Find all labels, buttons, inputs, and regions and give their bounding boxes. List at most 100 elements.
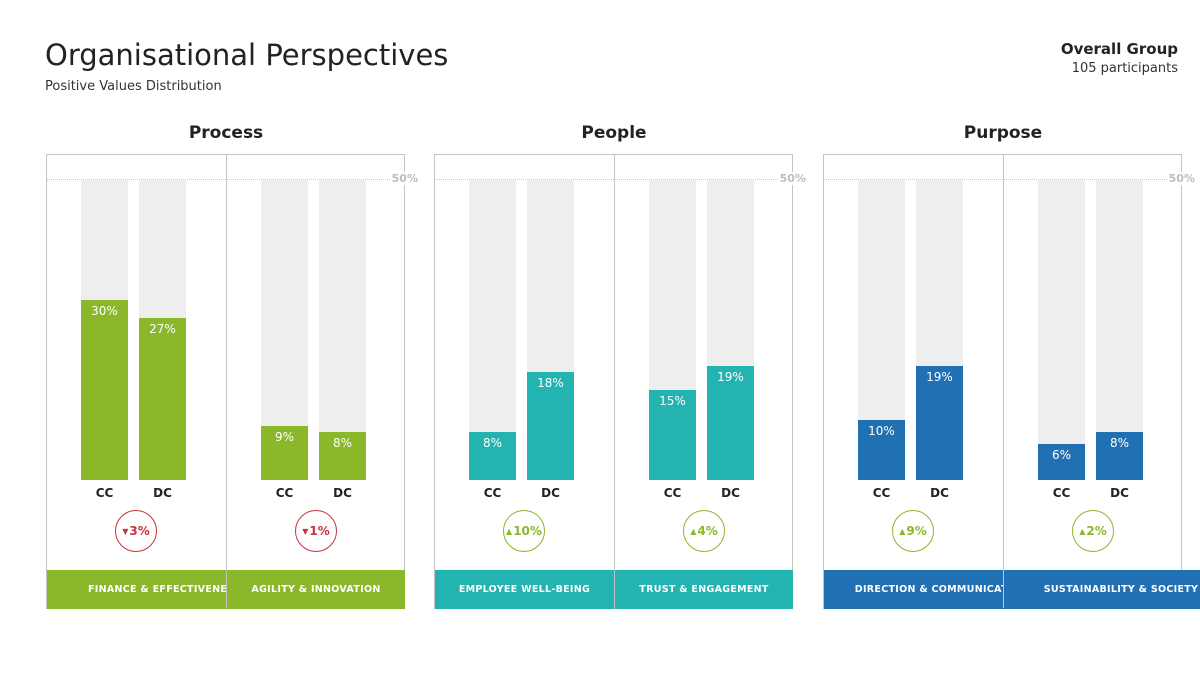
- bar-track: 27%: [139, 180, 186, 480]
- x-tick-label-cc: CC: [483, 486, 502, 500]
- bar-track: 19%: [707, 180, 754, 480]
- x-tick-label-cc: CC: [1052, 486, 1071, 500]
- category-chart: 50% 6% CC 8% DC ▲ 2% SUSTAINABILITY & SOCIETY: [1003, 155, 1200, 609]
- triangle-up-icon: ▲: [506, 526, 513, 536]
- category-name: DIRECTION & COMMUNICATION: [854, 583, 1029, 595]
- bar-dc: 19%: [707, 366, 754, 480]
- triangle-down-icon: ▼: [122, 526, 129, 536]
- x-tick-label-cc: CC: [275, 486, 294, 500]
- category-chart: 10% CC 19% DC ▲ 9% DIRECTION & COMMUNICATION: [824, 155, 1059, 609]
- bar-value-label: 8%: [482, 436, 503, 450]
- reference-line-50: [615, 179, 794, 180]
- category-chart: 50% 9% CC 8% DC ▼ 1% AGILITY & INNOVATION: [226, 155, 420, 609]
- chart-group-purpose: Purpose 10% CC 19% DC ▲ 9% DIRECTION & COMMUNIC…: [823, 120, 1200, 610]
- triangle-down-icon: ▼: [302, 526, 309, 536]
- category-label: EMPLOYEE WELL-BEING: [435, 570, 614, 609]
- x-tick-label-dc: DC: [1110, 486, 1129, 500]
- bar-track: 18%: [527, 180, 574, 480]
- category-name: SUSTAINABILITY & SOCIETY: [1043, 583, 1199, 595]
- change-badge: ▼ 3%: [115, 510, 157, 552]
- change-value: 2%: [1086, 524, 1107, 538]
- group-name: Overall Group: [1060, 40, 1178, 58]
- x-tick-label-dc: DC: [333, 486, 352, 500]
- page-title: Organisational Perspectives: [45, 38, 449, 72]
- x-tick-label-cc: CC: [663, 486, 682, 500]
- participants-count: 105 participants: [1071, 61, 1178, 76]
- bar-cc: 30%: [81, 300, 128, 480]
- bar-dc: 19%: [916, 366, 963, 480]
- bar-cc: 8%: [469, 432, 516, 480]
- category-label: TRUST & ENGAGEMENT: [615, 570, 793, 609]
- category-chart: 50% 15% CC 19% DC ▲ 4% TRUST & ENGAGEMENT: [614, 155, 808, 609]
- bar-value-label: 19%: [717, 370, 744, 384]
- group-title: Purpose: [963, 123, 1043, 143]
- reference-line-label: 50%: [1166, 172, 1197, 185]
- bar-dc: 18%: [527, 372, 574, 480]
- bar-track: 8%: [1096, 180, 1143, 480]
- x-tick-label-dc: DC: [930, 486, 949, 500]
- reference-line-label: 50%: [777, 172, 808, 185]
- category-name: TRUST & ENGAGEMENT: [639, 583, 769, 595]
- change-badge: ▼ 1%: [295, 510, 337, 552]
- chart-panel: 8% CC 18% DC ▲ 10% EMPLOYEE WELL-BEING 50% 15% CC…: [434, 154, 808, 609]
- group-title: Process: [188, 123, 264, 143]
- bar-value-label: 18%: [537, 376, 564, 390]
- bar-dc: 8%: [1096, 432, 1143, 480]
- bar-value-label: 8%: [1109, 436, 1130, 450]
- change-badge: ▲ 2%: [1072, 510, 1114, 552]
- bar-cc: 9%: [261, 426, 308, 480]
- change-value: 1%: [309, 524, 330, 538]
- triangle-up-icon: ▲: [1079, 526, 1086, 536]
- bar-track: 9%: [261, 180, 308, 480]
- x-tick-label-dc: DC: [721, 486, 740, 500]
- reference-line-label: 50%: [389, 172, 420, 185]
- bar-value-label: 19%: [926, 370, 953, 384]
- triangle-up-icon: ▲: [690, 526, 697, 536]
- bar-value-label: 27%: [149, 322, 176, 336]
- bar-dc: 8%: [319, 432, 366, 480]
- bar-value-label: 9%: [274, 430, 295, 444]
- bar-value-label: 10%: [868, 424, 895, 438]
- group-title: People: [581, 123, 647, 143]
- bar-cc: 6%: [1038, 444, 1085, 480]
- change-value: 4%: [697, 524, 718, 538]
- x-tick-label-dc: DC: [153, 486, 172, 500]
- bar-value-label: 8%: [332, 436, 353, 450]
- x-tick-label-dc: DC: [541, 486, 560, 500]
- change-value: 9%: [906, 524, 927, 538]
- page-subtitle: Positive Values Distribution: [45, 79, 222, 94]
- chart-panel: 10% CC 19% DC ▲ 9% DIRECTION & COMMUNICATION 50…: [823, 154, 1200, 609]
- category-label: SUSTAINABILITY & SOCIETY: [1004, 570, 1200, 609]
- category-name: AGILITY & INNOVATION: [251, 583, 381, 595]
- category-name: EMPLOYEE WELL-BEING: [458, 583, 591, 595]
- reference-line-50: [227, 179, 406, 180]
- bar-track: 8%: [469, 180, 516, 480]
- change-value: 10%: [513, 524, 542, 538]
- bar-track: 8%: [319, 180, 366, 480]
- category-name: FINANCE & EFFECTIVENESS: [87, 583, 242, 595]
- bar-track: 30%: [81, 180, 128, 480]
- chart-group-people: People 8% CC 18% DC ▲ 10% EMPLOYEE WELL-BEING 50…: [434, 120, 808, 610]
- reference-line-50: [1004, 179, 1183, 180]
- bar-track: 10%: [858, 180, 905, 480]
- chart-group-process: Process 30% CC 27% DC ▼ 3% FINANCE & EFFECTIVEN…: [46, 120, 420, 610]
- change-badge: ▲ 9%: [892, 510, 934, 552]
- category-label: AGILITY & INNOVATION: [227, 570, 405, 609]
- bar-cc: 10%: [858, 420, 905, 480]
- bar-track: 15%: [649, 180, 696, 480]
- reference-line-50: [824, 179, 1003, 180]
- x-tick-label-cc: CC: [872, 486, 891, 500]
- reference-line-50: [47, 179, 226, 180]
- category-chart: 8% CC 18% DC ▲ 10% EMPLOYEE WELL-BEING: [435, 155, 614, 609]
- change-badge: ▲ 10%: [503, 510, 545, 552]
- bar-track: 6%: [1038, 180, 1085, 480]
- chart-panel: 30% CC 27% DC ▼ 3% FINANCE & EFFECTIVENESS 50% 9…: [46, 154, 420, 609]
- bar-cc: 15%: [649, 390, 696, 480]
- x-tick-label-cc: CC: [95, 486, 114, 500]
- bar-value-label: 15%: [659, 394, 686, 408]
- triangle-up-icon: ▲: [899, 526, 906, 536]
- change-badge: ▲ 4%: [683, 510, 725, 552]
- bar-dc: 27%: [139, 318, 186, 480]
- change-value: 3%: [129, 524, 150, 538]
- bar-value-label: 6%: [1051, 448, 1072, 462]
